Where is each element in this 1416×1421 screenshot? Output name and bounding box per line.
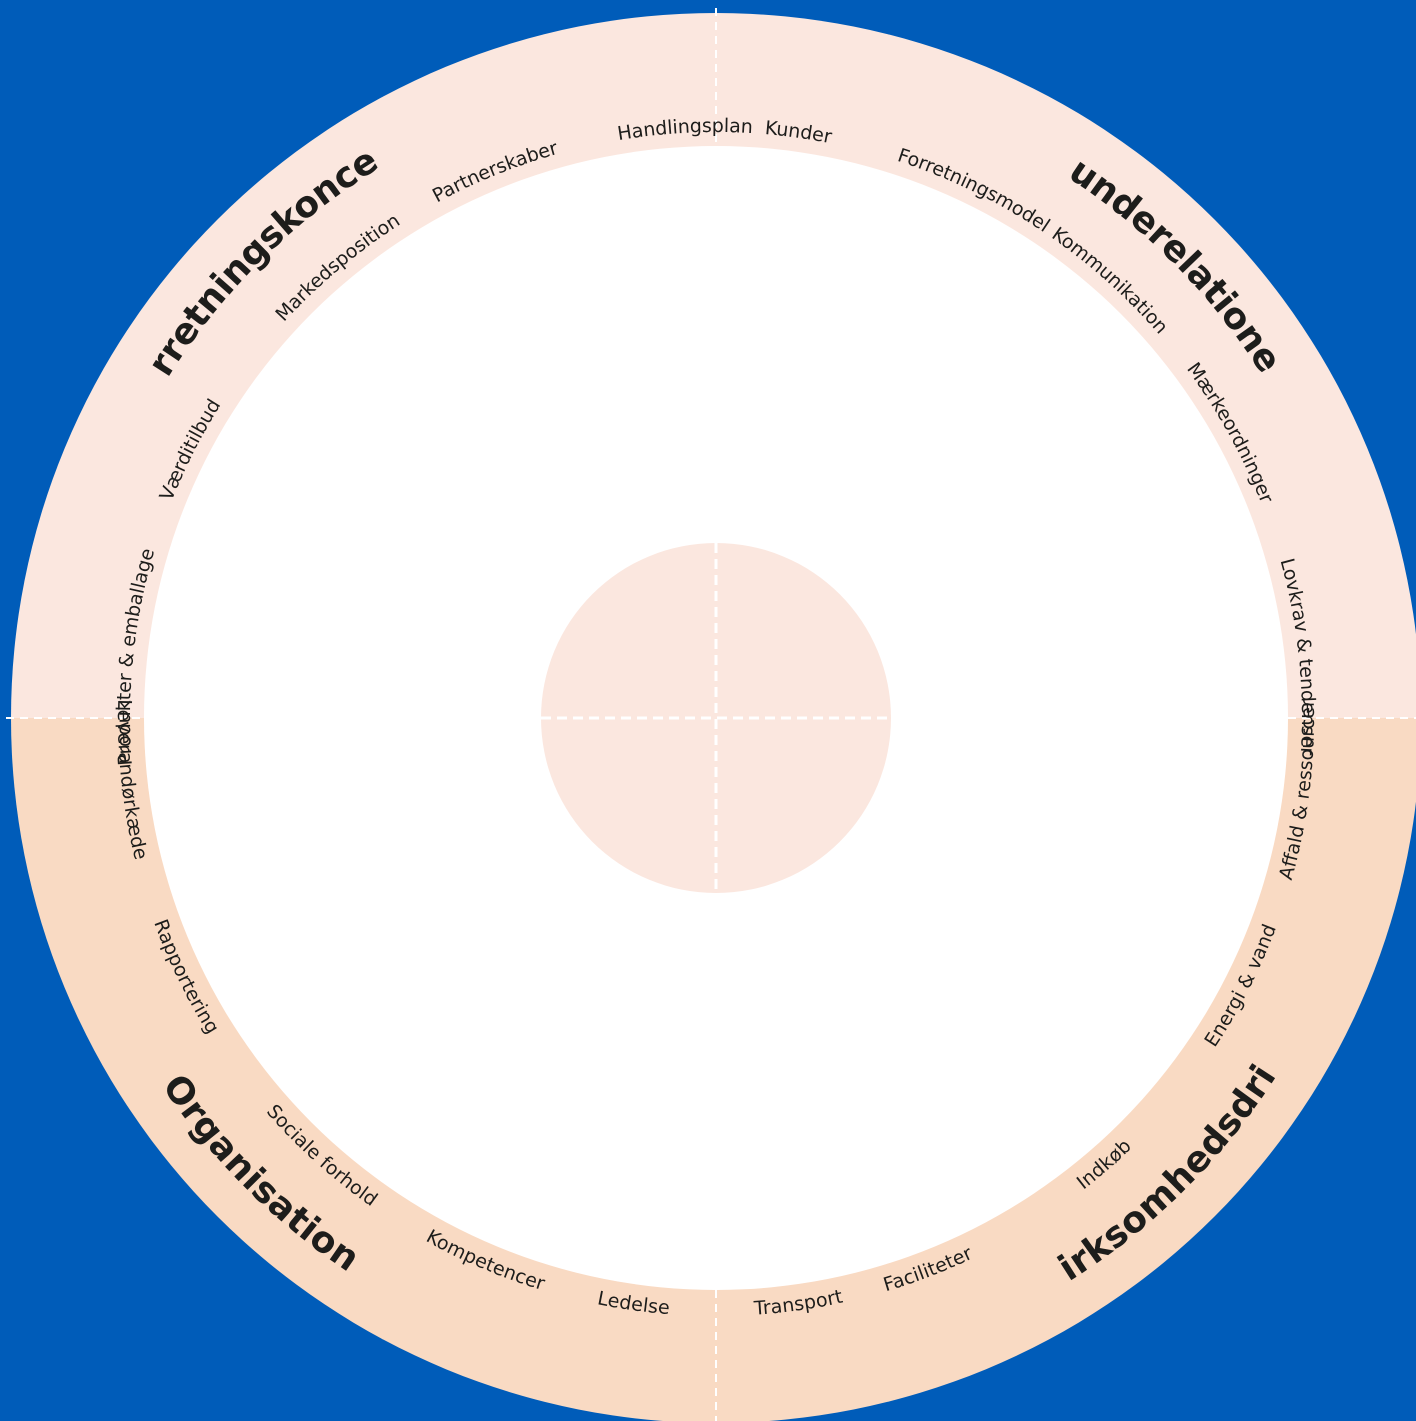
center-circle (541, 543, 891, 893)
